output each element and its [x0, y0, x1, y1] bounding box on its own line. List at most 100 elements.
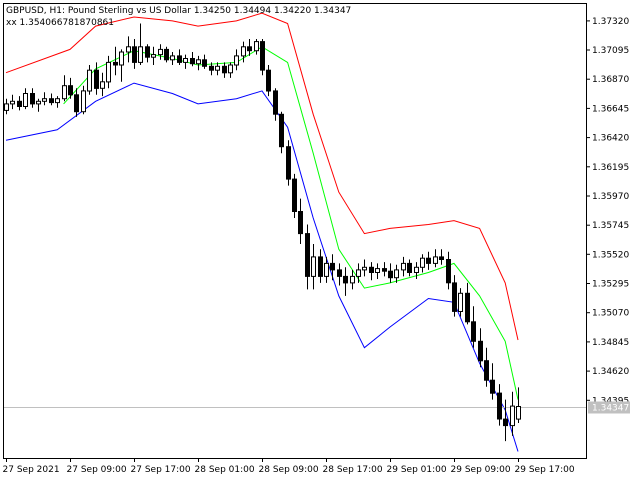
- candle: [484, 347, 489, 387]
- candle-body: [49, 98, 54, 104]
- candle: [55, 96, 60, 108]
- candle: [113, 46, 118, 76]
- middle-band-line: [63, 46, 519, 400]
- candle-body: [145, 46, 150, 58]
- candle-body: [497, 392, 502, 420]
- candle: [170, 52, 175, 65]
- candle-body: [452, 282, 457, 312]
- y-tick-label: 1.36870: [592, 75, 629, 85]
- y-tick-label: 1.34620: [592, 367, 629, 377]
- candle: [190, 52, 195, 67]
- y-tick-label: 1.36645: [592, 104, 629, 114]
- candle: [106, 55, 111, 89]
- candle-body: [94, 69, 99, 89]
- x-tick-label: 29 Sep 09:00: [451, 465, 511, 475]
- plot-frame: [3, 3, 587, 459]
- candle: [81, 85, 86, 115]
- candle: [266, 65, 271, 97]
- candle-body: [74, 94, 79, 113]
- candle: [286, 140, 291, 186]
- candle: [247, 39, 252, 56]
- candle-body: [388, 270, 393, 279]
- candle-body: [318, 256, 323, 277]
- candle: [337, 263, 342, 286]
- candle-body: [106, 61, 111, 83]
- price-axis: 1.37320 1.37095 1.36870 1.36645 1.36420 1.361…: [586, 17, 629, 406]
- candle-body: [292, 178, 297, 213]
- candle-body: [407, 262, 412, 273]
- candle: [145, 44, 150, 63]
- candle-body: [337, 269, 342, 277]
- candle-body: [330, 262, 335, 271]
- candles: [4, 23, 521, 442]
- candle-body: [426, 257, 431, 264]
- x-tick-label: 27 Sep 09:00: [67, 465, 127, 475]
- candle-body: [42, 98, 47, 102]
- candle-body: [100, 81, 105, 89]
- candle-body: [305, 233, 310, 277]
- candle: [254, 39, 259, 55]
- y-tick-label: 1.37320: [592, 17, 629, 27]
- candle-body: [202, 59, 207, 67]
- candle-body: [260, 41, 265, 71]
- y-tick-label: 1.35745: [592, 221, 629, 231]
- candle: [311, 244, 316, 290]
- lower-band-line: [5, 82, 519, 452]
- candle: [292, 173, 297, 218]
- candle-body: [55, 98, 60, 104]
- candle-body: [311, 256, 316, 277]
- candle: [209, 62, 214, 76]
- candle-body: [228, 64, 233, 74]
- current-price-tag-box: [588, 401, 630, 414]
- candle: [478, 328, 483, 368]
- candle-body: [298, 211, 303, 235]
- envelope-bands: [5, 12, 519, 452]
- y-tick-label: 1.37095: [592, 46, 629, 56]
- candle: [350, 269, 355, 290]
- candle: [30, 88, 35, 108]
- candle-body: [510, 405, 515, 427]
- y-tick-label: 1.36420: [592, 134, 629, 144]
- candle: [394, 264, 399, 283]
- candle-body: [471, 321, 476, 342]
- candle-body: [170, 55, 175, 61]
- y-tick-label: 1.35970: [592, 192, 629, 202]
- candle: [356, 263, 361, 283]
- candle-body: [126, 46, 131, 53]
- candle: [497, 384, 502, 426]
- candle-body: [119, 51, 124, 66]
- candle-body: [36, 100, 41, 105]
- x-tick-label: 28 Sep 09:00: [259, 465, 319, 475]
- candle: [164, 46, 169, 63]
- candle-body: [151, 54, 156, 58]
- candle: [222, 62, 227, 78]
- candle: [17, 96, 22, 111]
- candle: [241, 41, 246, 63]
- candle: [87, 65, 92, 95]
- candle-body: [324, 262, 329, 277]
- candle: [433, 249, 438, 268]
- candle: [446, 251, 451, 290]
- candle: [23, 88, 28, 110]
- candle-body: [164, 48, 169, 61]
- time-axis: 27 Sep 2021 27 Sep 09:00 27 Sep 17:00 28 Se…: [3, 458, 575, 475]
- x-tick-label: 27 Sep 17:00: [131, 465, 191, 475]
- candle: [279, 111, 284, 154]
- candle: [68, 77, 73, 99]
- candle: [74, 88, 79, 117]
- candle: [343, 267, 348, 296]
- current-price-tag-label: 1.34347: [592, 404, 629, 414]
- candle: [260, 39, 265, 76]
- candle: [158, 44, 163, 60]
- candle-body: [30, 93, 35, 105]
- candle-body: [196, 59, 201, 65]
- candle-body: [503, 418, 508, 427]
- candle: [490, 363, 495, 400]
- candle-body: [279, 113, 284, 148]
- candle: [516, 387, 521, 423]
- current-price-tag: 1.34347: [588, 401, 630, 414]
- candle-body: [382, 268, 387, 272]
- candle-body: [446, 259, 451, 284]
- candle-body: [343, 275, 348, 284]
